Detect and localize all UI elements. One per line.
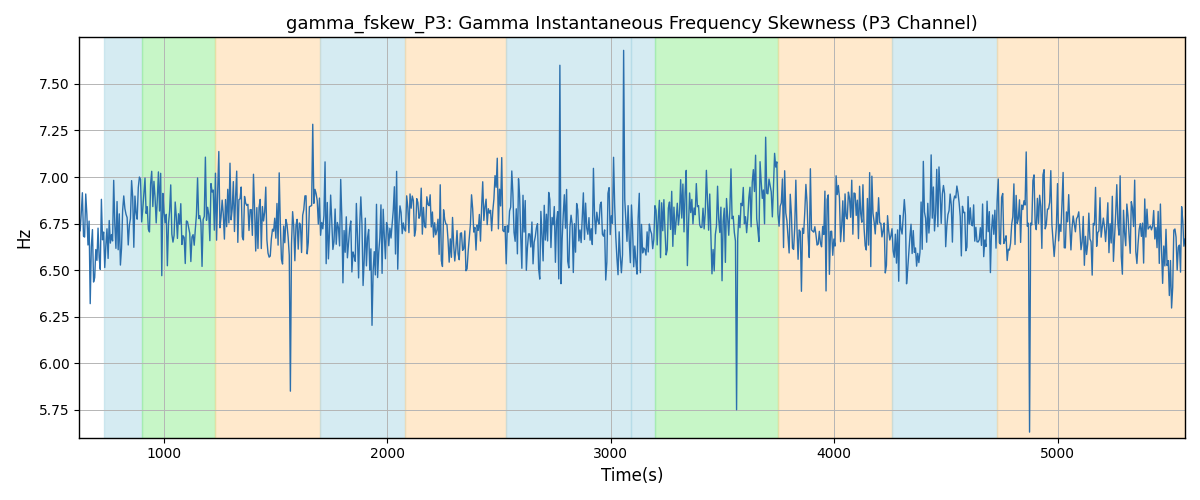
Bar [406,38,505,438]
Bar [215,38,320,438]
Bar [631,38,655,438]
Bar [893,38,997,438]
Bar [779,38,893,438]
Title: gamma_fskew_P3: Gamma Instantaneous Frequency Skewness (P3 Channel): gamma_fskew_P3: Gamma Instantaneous Freq… [286,15,978,34]
Bar [142,38,215,438]
Bar [320,38,406,438]
X-axis label: Time(s): Time(s) [601,467,664,485]
Bar [103,38,142,438]
Bar [505,38,631,438]
Y-axis label: Hz: Hz [14,227,32,248]
Bar [655,38,779,438]
Bar [997,38,1186,438]
